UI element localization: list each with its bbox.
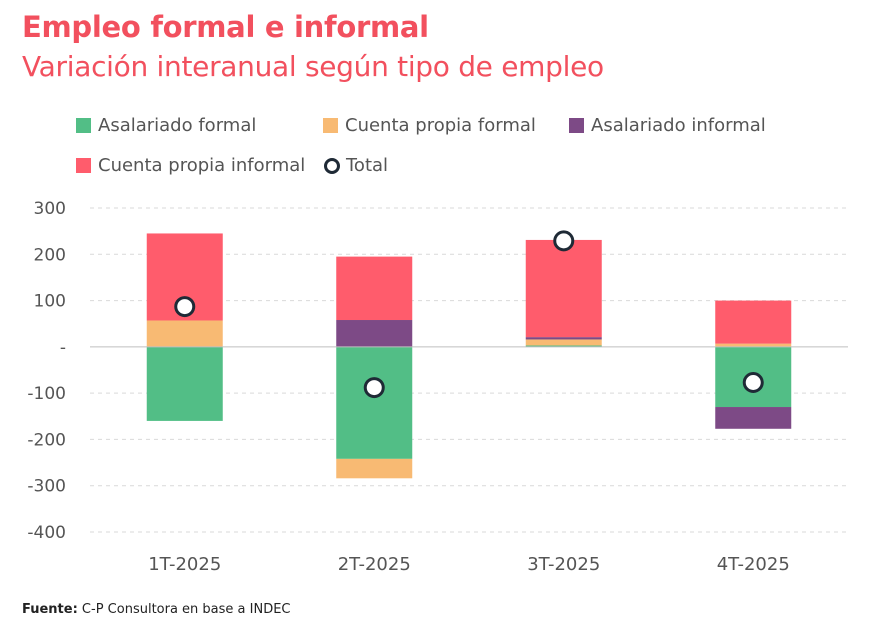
total-marker (742, 371, 764, 393)
bar-segment (336, 256, 413, 321)
y-tick-label: 100 (34, 292, 66, 312)
bar-segment (336, 320, 413, 347)
legend-label: Total (346, 155, 389, 176)
legend-swatch (323, 118, 338, 133)
bar-segment (525, 339, 602, 346)
y-tick-label: -400 (27, 523, 66, 543)
legend-item-total: Total (323, 155, 388, 176)
y-tick-label: - (60, 338, 66, 358)
y-tick-label: -100 (27, 384, 66, 404)
total-marker (363, 377, 385, 399)
bar-segment (146, 320, 223, 347)
legend-swatch (76, 118, 91, 133)
bar-segment (525, 337, 602, 340)
bar-segment (525, 345, 602, 347)
legend-label: Asalariado formal (98, 115, 257, 136)
bar-segment (525, 239, 602, 338)
total-marker (553, 230, 575, 252)
y-tick-label: -200 (27, 430, 66, 450)
legend-dot-icon (324, 157, 340, 174)
legend-item-asalariado-informal: Asalariado informal (569, 115, 766, 136)
bar-segment (336, 458, 413, 479)
bar-segment (146, 346, 223, 421)
total-marker (174, 296, 196, 318)
bar-segment (336, 346, 413, 459)
bar-segment (715, 343, 792, 347)
legend-label: Cuenta propia informal (98, 155, 306, 176)
legend-label: Asalariado informal (591, 115, 766, 136)
legend-swatch (76, 158, 91, 173)
y-tick-label: -300 (27, 477, 66, 497)
x-tick-label: 4T-2025 (717, 554, 790, 575)
bar-segment (715, 300, 792, 344)
chart-subtitle: Variación interanual según tipo de emple… (22, 50, 604, 83)
x-tick-label: 3T-2025 (527, 554, 600, 575)
bar-segment (715, 407, 792, 429)
legend-item-asalariado-formal: Asalariado formal (76, 115, 256, 136)
legend-label: Cuenta propia formal (345, 115, 536, 136)
y-tick-label: 300 (34, 199, 66, 219)
legend-swatch (569, 118, 584, 133)
stacked-bar-chart: 300 200 100 - -100 -200 -300 -400 1T-2025 2T-2025… (27, 199, 848, 575)
source-label: Fuente: (22, 602, 78, 617)
x-tick-label: 1T-2025 (148, 554, 221, 575)
source-text: C-P Consultora en base a INDEC (77, 602, 291, 617)
x-tick-label: 2T-2025 (338, 554, 411, 575)
chart-title: Empleo formal e informal (22, 10, 429, 44)
legend-item-cuenta-propia-formal: Cuenta propia formal (323, 115, 536, 136)
source-note: Fuente: C-P Consultora en base a INDEC (22, 602, 291, 617)
y-tick-label: 200 (34, 245, 66, 265)
legend-item-cuenta-propia-informal: Cuenta propia informal (76, 155, 305, 176)
